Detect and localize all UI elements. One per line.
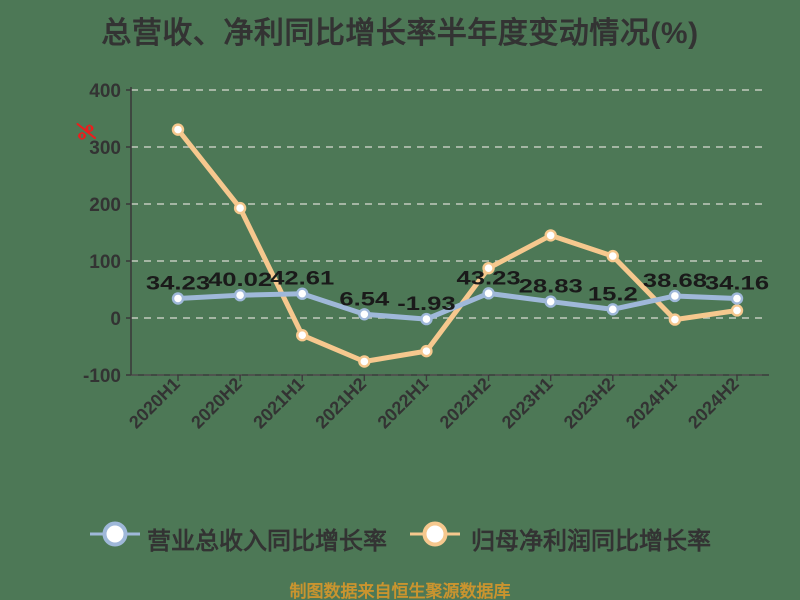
svg-text:42.61: 42.61 <box>270 268 334 289</box>
svg-text:34.16: 34.16 <box>705 273 769 294</box>
svg-text:200: 200 <box>89 195 121 216</box>
svg-text:300: 300 <box>89 138 121 159</box>
svg-text:43.23: 43.23 <box>456 268 520 289</box>
svg-text:38.68: 38.68 <box>643 270 707 291</box>
svg-text:34.23: 34.23 <box>146 273 210 294</box>
svg-text:0: 0 <box>110 309 121 330</box>
svg-text:100: 100 <box>89 252 121 273</box>
svg-text:-1.93: -1.93 <box>397 293 455 314</box>
svg-text:40.02: 40.02 <box>208 269 272 290</box>
svg-text:6.54: 6.54 <box>339 288 389 309</box>
svg-text:400: 400 <box>89 81 121 102</box>
svg-text:15.2: 15.2 <box>588 284 638 305</box>
svg-text:28.83: 28.83 <box>519 276 583 297</box>
svg-text:-100: -100 <box>83 366 121 387</box>
